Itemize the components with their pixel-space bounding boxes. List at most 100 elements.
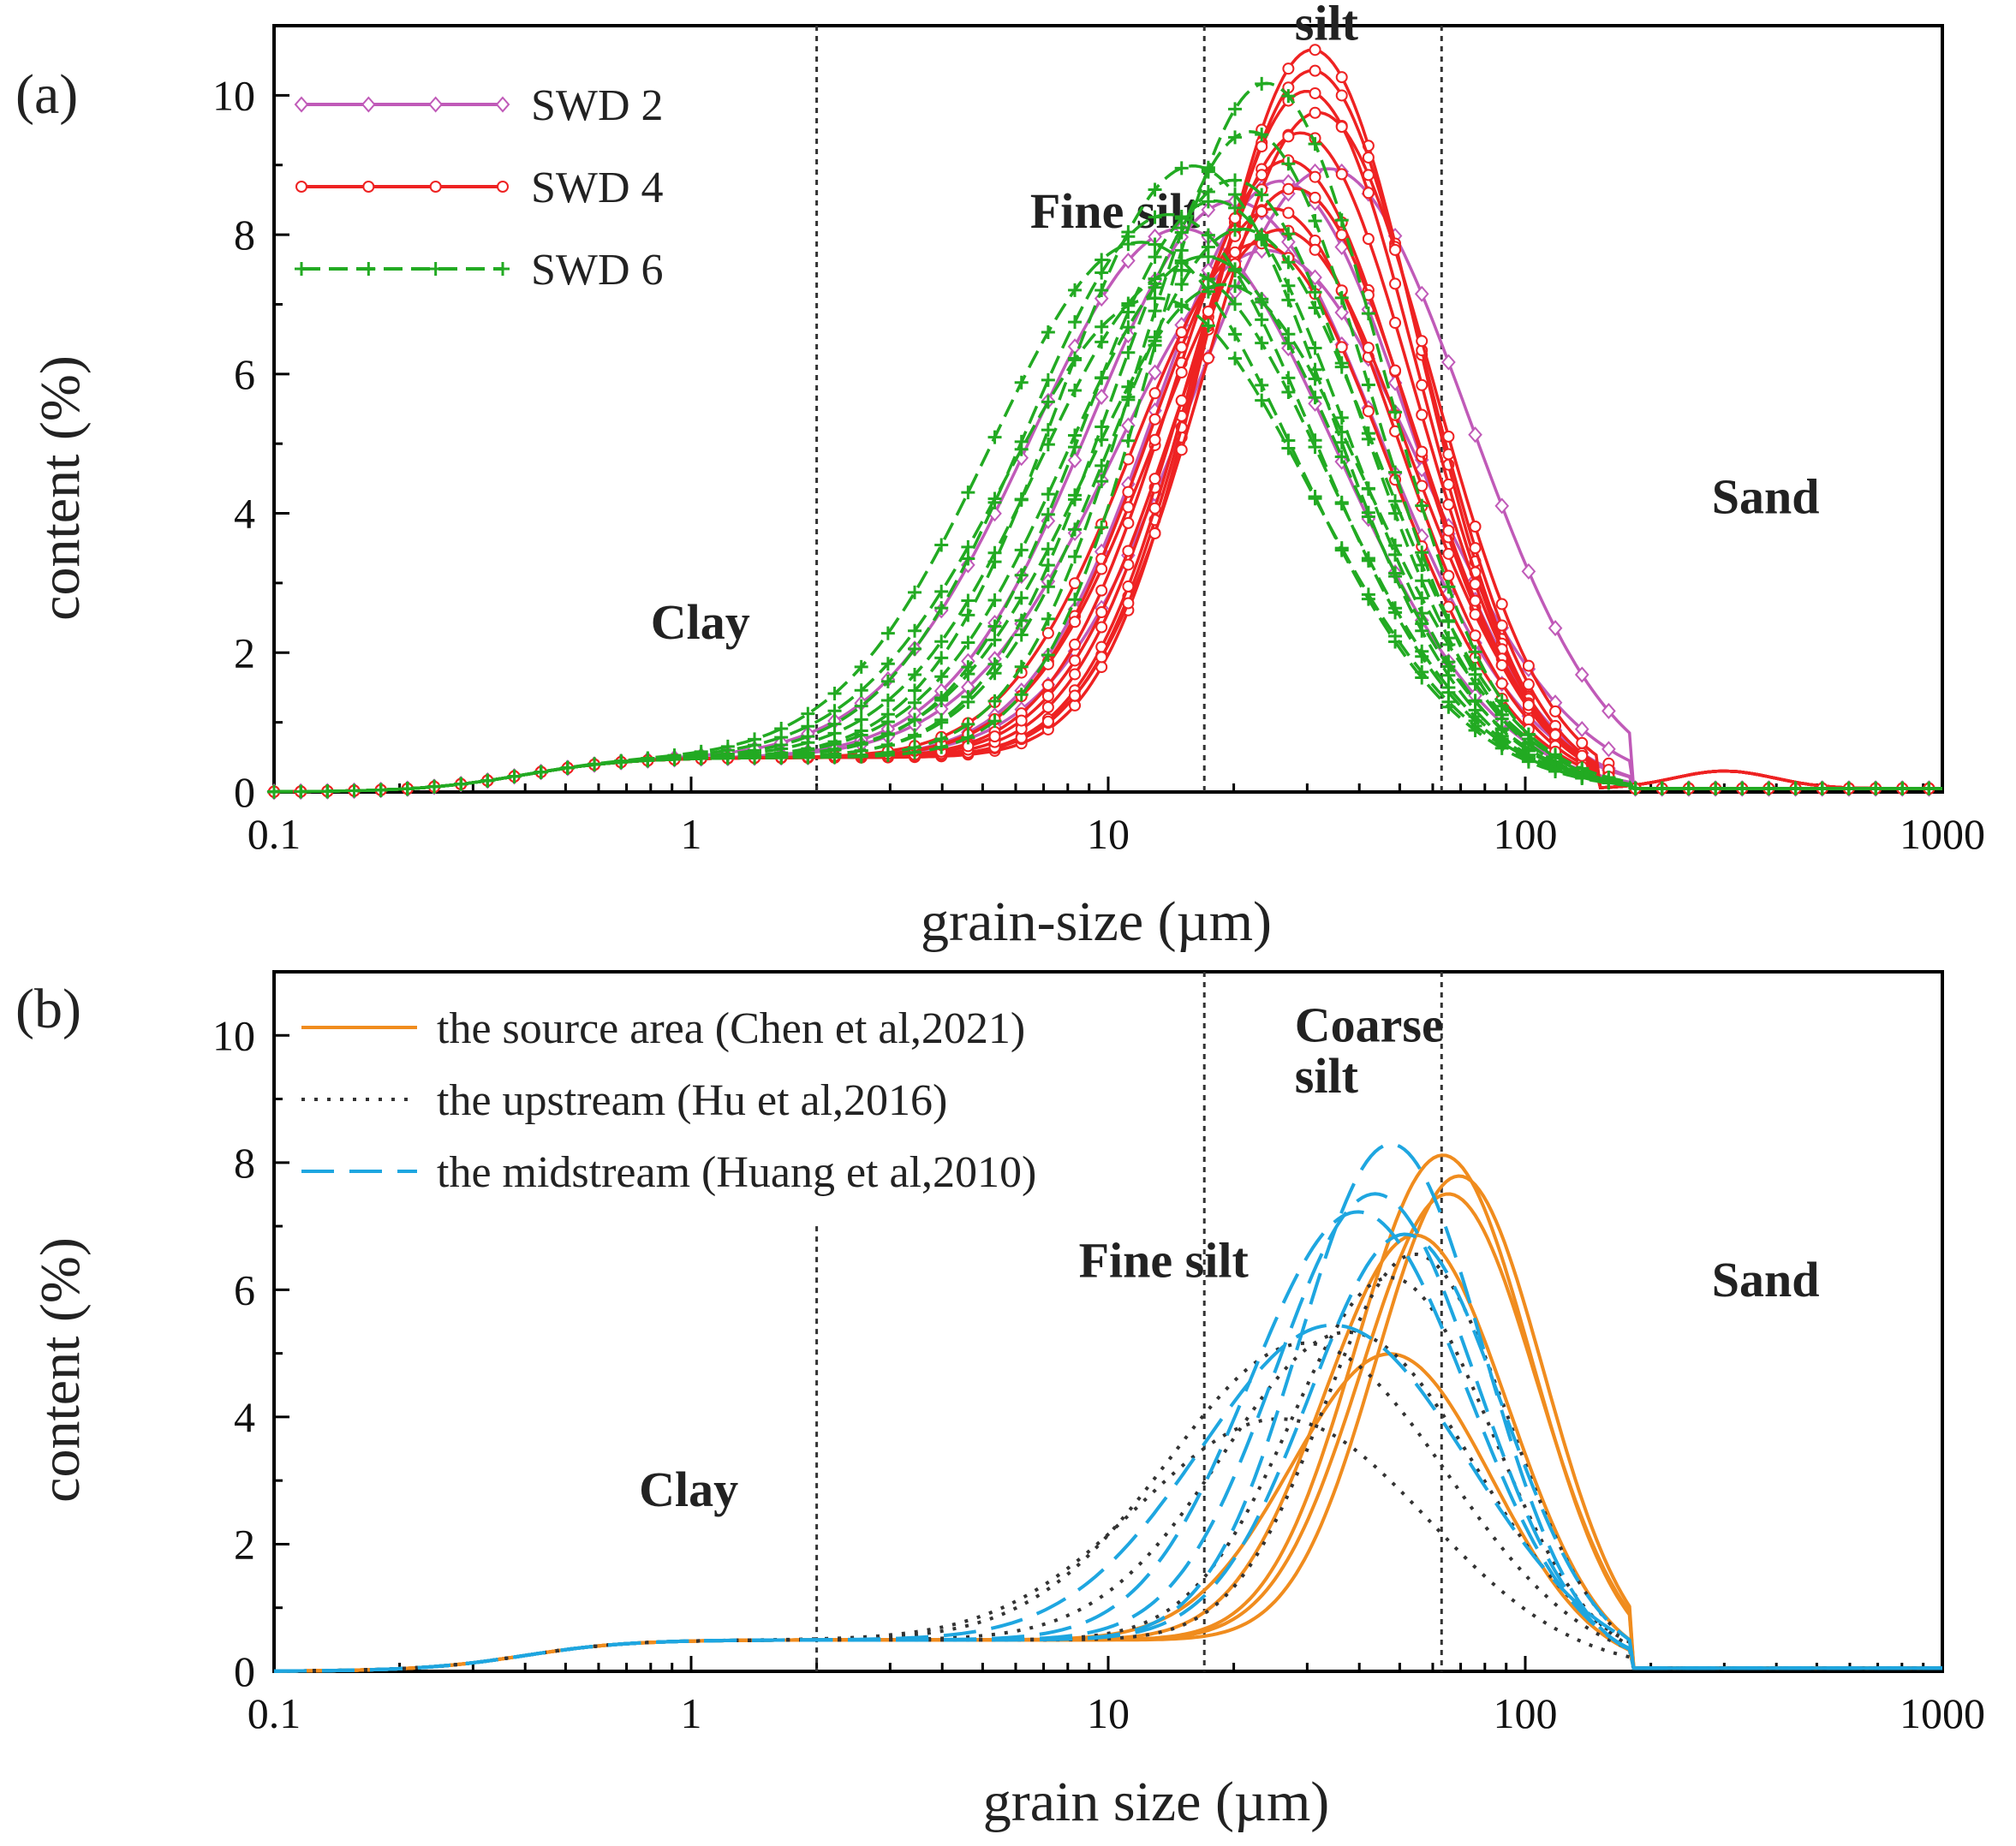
a-marker-plus bbox=[1281, 371, 1296, 385]
a-marker-plus bbox=[1281, 255, 1296, 270]
a-marker-circle bbox=[1442, 524, 1455, 537]
a-marker-plus bbox=[1041, 558, 1055, 573]
a-marker-plus bbox=[1255, 313, 1269, 327]
a-marker-plus bbox=[1334, 497, 1349, 511]
a-marker-plus bbox=[1521, 732, 1536, 747]
a-marker-diamond bbox=[1601, 741, 1616, 758]
a-marker-circle bbox=[1148, 473, 1161, 485]
a-x-tick-label: 0.1 bbox=[248, 810, 301, 858]
a-marker-plus bbox=[908, 623, 922, 638]
a-marker-plus bbox=[560, 760, 575, 775]
a-marker-plus bbox=[1201, 194, 1215, 209]
a-marker-plus bbox=[1281, 278, 1296, 293]
a-marker-plus bbox=[1228, 297, 1243, 312]
a-y-tick-label: 10 bbox=[212, 71, 255, 119]
panel-b-x-axis-title: grain size (µm) bbox=[983, 1771, 1330, 1833]
a-marker-circle bbox=[1442, 569, 1455, 582]
a-marker-plus bbox=[1281, 157, 1296, 171]
a-marker-plus bbox=[1121, 433, 1136, 448]
a-marker-circle bbox=[1175, 326, 1188, 339]
a-marker-plus bbox=[1041, 372, 1055, 387]
a-marker-plus bbox=[1388, 465, 1403, 479]
a-marker-plus bbox=[1361, 587, 1375, 602]
a-marker-plus bbox=[427, 779, 442, 794]
a-marker-diamond bbox=[1601, 702, 1616, 719]
a-marker-diamond bbox=[1574, 666, 1590, 683]
a-marker-plus bbox=[1094, 371, 1109, 385]
a-marker-plus bbox=[1361, 307, 1375, 321]
a-legend-marker bbox=[295, 262, 308, 276]
a-marker-plus bbox=[1201, 228, 1215, 242]
a-marker-circle bbox=[1362, 169, 1375, 182]
a-marker-plus bbox=[1281, 227, 1296, 241]
a-marker-circle bbox=[1122, 580, 1135, 593]
a-marker-plus bbox=[1388, 628, 1403, 643]
a-marker-plus bbox=[1068, 353, 1083, 367]
a-marker-circle bbox=[1148, 433, 1161, 446]
a-marker-plus bbox=[1174, 277, 1189, 291]
a-marker-circle bbox=[1069, 616, 1082, 628]
a-marker-circle bbox=[1469, 521, 1482, 533]
a-marker-diamond bbox=[1574, 721, 1590, 738]
a-legend-marker bbox=[429, 181, 442, 193]
a-marker-plus bbox=[1308, 213, 1322, 228]
a-marker-plus bbox=[1014, 659, 1029, 674]
a-marker-circle bbox=[1309, 44, 1321, 57]
a-marker-plus bbox=[748, 738, 762, 753]
a-y-tick-label: 6 bbox=[234, 350, 255, 398]
a-marker-plus bbox=[1148, 271, 1162, 286]
a-marker-plus bbox=[1014, 543, 1029, 557]
a-marker-plus bbox=[1148, 250, 1162, 265]
a-marker-plus bbox=[588, 757, 602, 771]
a-marker-plus bbox=[880, 626, 895, 640]
b-series-2 bbox=[274, 1142, 1942, 1673]
a-marker-plus bbox=[1041, 647, 1055, 662]
a-marker-plus bbox=[1521, 752, 1536, 766]
b-region-label: Fine silt bbox=[1079, 1233, 1250, 1289]
a-marker-plus bbox=[1174, 263, 1189, 277]
a-marker-circle bbox=[1041, 701, 1054, 714]
a-marker-circle bbox=[1041, 689, 1054, 702]
a-marker-plus bbox=[1041, 423, 1055, 438]
a-marker-plus bbox=[801, 746, 815, 760]
a-marker-circle bbox=[1549, 705, 1562, 718]
a-marker-plus bbox=[1121, 379, 1136, 394]
b-series-2-curve bbox=[274, 1232, 1942, 1673]
a-marker-circle bbox=[1095, 651, 1108, 664]
a-marker-plus bbox=[1148, 210, 1162, 224]
a-marker-plus bbox=[854, 659, 868, 674]
a-marker-plus bbox=[480, 773, 495, 788]
a-y-tick-label: 0 bbox=[234, 768, 255, 816]
a-marker-circle bbox=[1309, 106, 1321, 119]
a-marker-circle bbox=[1122, 597, 1135, 610]
a-marker-plus bbox=[1201, 249, 1215, 264]
a-marker-plus bbox=[827, 687, 842, 701]
a-marker-plus bbox=[1014, 375, 1029, 390]
a-legend-marker bbox=[361, 262, 376, 276]
a-marker-plus bbox=[1334, 450, 1349, 464]
panel-a-y-axis-title: content (%) bbox=[29, 355, 92, 621]
a-marker-circle bbox=[1282, 182, 1295, 195]
a-legend-marker bbox=[496, 262, 510, 276]
a-marker-plus bbox=[987, 430, 1002, 444]
a-marker-plus bbox=[1068, 383, 1083, 397]
a-marker-plus bbox=[1255, 295, 1269, 309]
a-series-2 bbox=[267, 76, 1942, 799]
a-marker-plus bbox=[1388, 405, 1403, 420]
a-marker-plus bbox=[1255, 228, 1269, 242]
a-marker-plus bbox=[1228, 262, 1243, 277]
a-marker-plus bbox=[961, 667, 975, 682]
a-marker-plus bbox=[801, 706, 815, 721]
a-marker-circle bbox=[1469, 608, 1482, 621]
a-marker-circle bbox=[1175, 366, 1188, 378]
a-marker-plus bbox=[801, 719, 815, 734]
a-marker-plus bbox=[987, 619, 1002, 634]
a-marker-plus bbox=[1334, 290, 1349, 305]
a-marker-plus bbox=[1068, 440, 1083, 455]
a-marker-plus bbox=[1388, 566, 1403, 581]
a-marker-plus bbox=[1041, 580, 1055, 594]
a-marker-circle bbox=[1309, 64, 1321, 77]
a-marker-plus bbox=[1548, 749, 1563, 764]
a-marker-plus bbox=[1815, 781, 1829, 795]
a-marker-plus bbox=[880, 694, 895, 708]
